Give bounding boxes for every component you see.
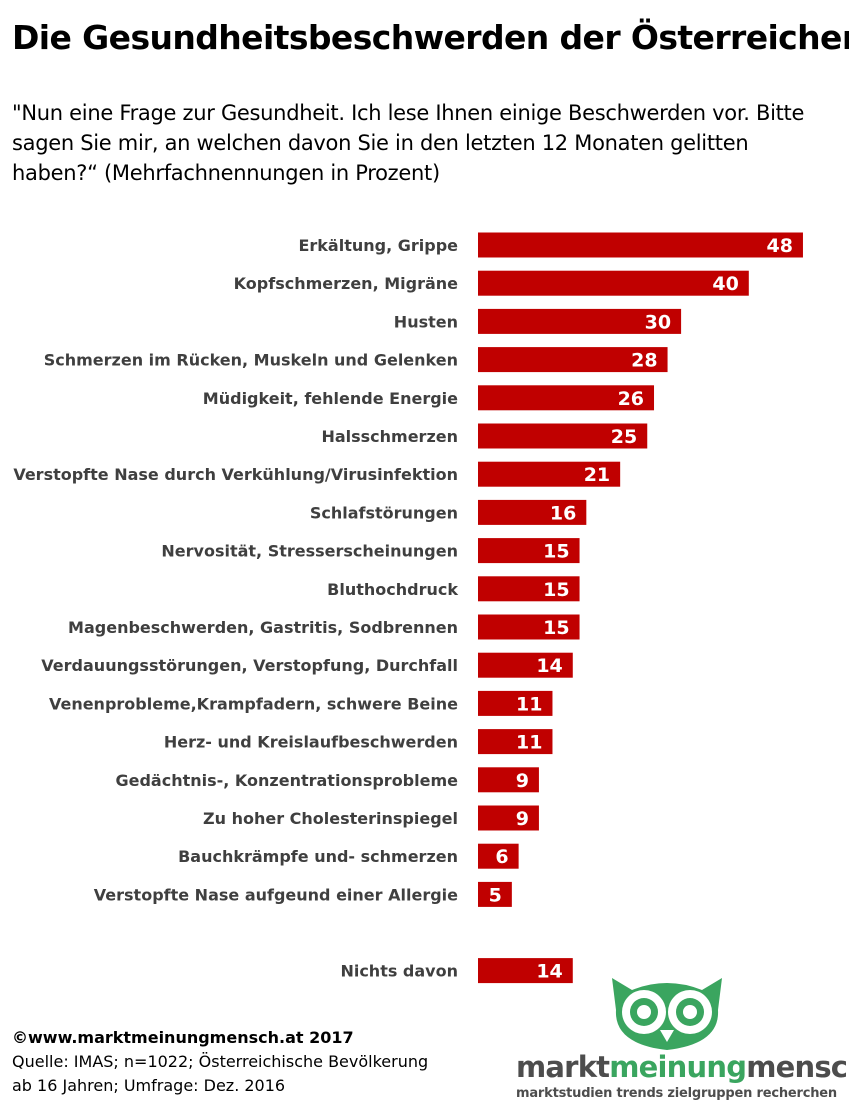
category-label: Verstopfte Nase durch Verkühlung/Virusin… xyxy=(13,465,458,484)
value-label: 28 xyxy=(631,350,657,372)
category-label: Bluthochdruck xyxy=(327,580,458,599)
bar xyxy=(478,843,519,869)
value-label: 30 xyxy=(645,311,671,333)
category-label: Schmerzen im Rücken, Muskeln und Gelenke… xyxy=(44,351,458,370)
bar xyxy=(478,958,573,984)
value-label: 25 xyxy=(611,426,637,448)
value-label: 16 xyxy=(550,502,576,524)
logo-wordmark: marktmeinungmensch xyxy=(516,1050,849,1084)
source-line-2: ab 16 Jahren; Umfrage: Dez. 2016 xyxy=(12,1076,286,1095)
footer: ©www.marktmeinungmensch.at 2017 Quelle: … xyxy=(12,1026,482,1098)
category-label: Schlafstörungen xyxy=(310,503,458,522)
bar xyxy=(478,729,553,755)
value-label: 40 xyxy=(712,273,738,295)
bar xyxy=(478,270,749,296)
category-label: Husten xyxy=(394,312,458,331)
bar xyxy=(478,614,580,640)
value-label: 15 xyxy=(543,617,569,639)
value-label: 15 xyxy=(543,579,569,601)
category-label: Erkältung, Grippe xyxy=(298,236,458,255)
bar xyxy=(478,499,587,525)
category-label: Kopfschmerzen, Migräne xyxy=(234,274,458,293)
bar xyxy=(478,652,573,678)
logo-tagline: marktstudien trends zielgruppen recherch… xyxy=(516,1086,837,1101)
bar xyxy=(478,232,803,258)
value-label: 11 xyxy=(516,732,542,754)
brand-logo: marktmeinungmensch marktstudien trends z… xyxy=(510,970,849,1110)
category-label: Herz- und Kreislaufbeschwerden xyxy=(164,733,458,752)
logo-word-meinung: meinung xyxy=(609,1050,747,1084)
bar xyxy=(478,347,668,373)
value-label: 5 xyxy=(489,884,502,906)
bar xyxy=(478,767,539,793)
category-label: Nervosität, Stresserscheinungen xyxy=(161,542,458,561)
source-line-1: Quelle: IMAS; n=1022; Österreichische Be… xyxy=(12,1052,429,1071)
page-title: Die Gesundheitsbeschwerden der Österreic… xyxy=(12,18,849,57)
category-label: Zu hoher Cholesterinspiegel xyxy=(203,809,458,828)
category-label: Magenbeschwerden, Gastritis, Sodbrennen xyxy=(68,618,458,637)
bar-chart: Erkältung, Grippe 48 Kopfschmerzen, Migrän… xyxy=(13,232,803,984)
value-label: 15 xyxy=(543,541,569,563)
bar xyxy=(478,461,621,487)
value-label: 14 xyxy=(536,961,562,983)
value-label: 14 xyxy=(536,655,562,677)
bar xyxy=(478,690,553,716)
bar xyxy=(478,385,655,411)
category-label: Nichts davon xyxy=(340,962,458,981)
category-label: Gedächtnis-, Konzentrationsprobleme xyxy=(115,771,458,790)
question-text: "Nun eine Frage zur Gesundheit. Ich lese… xyxy=(12,101,805,185)
category-label: Verstopfte Nase aufgeund einer Allergie xyxy=(94,885,458,904)
value-label: 11 xyxy=(516,693,542,715)
value-label: 48 xyxy=(767,235,793,257)
bar xyxy=(478,308,682,334)
value-label: 9 xyxy=(516,808,529,830)
category-label: Venenprobleme,Krampfadern, schwere Beine xyxy=(49,694,458,713)
category-label: Bauchkrämpfe und- schmerzen xyxy=(178,847,458,866)
copyright-site: ©www.marktmeinungmensch.at 2017 xyxy=(12,1028,354,1047)
owl-icon xyxy=(612,978,722,1050)
category-label: Müdigkeit, fehlende Energie xyxy=(203,389,458,408)
bar xyxy=(478,538,580,564)
category-label: Halsschmerzen xyxy=(321,427,458,446)
value-label: 21 xyxy=(584,464,610,486)
logo-word-markt: markt xyxy=(516,1050,610,1084)
category-label: Verdauungsstörungen, Verstopfung, Durchf… xyxy=(41,656,458,675)
value-label: 26 xyxy=(618,388,644,410)
bar xyxy=(478,576,580,602)
bar xyxy=(478,881,512,907)
value-label: 9 xyxy=(516,770,529,792)
bar xyxy=(478,805,539,831)
value-label: 6 xyxy=(495,846,508,868)
bar xyxy=(478,423,648,449)
logo-word-mensch: mensch xyxy=(746,1050,849,1084)
